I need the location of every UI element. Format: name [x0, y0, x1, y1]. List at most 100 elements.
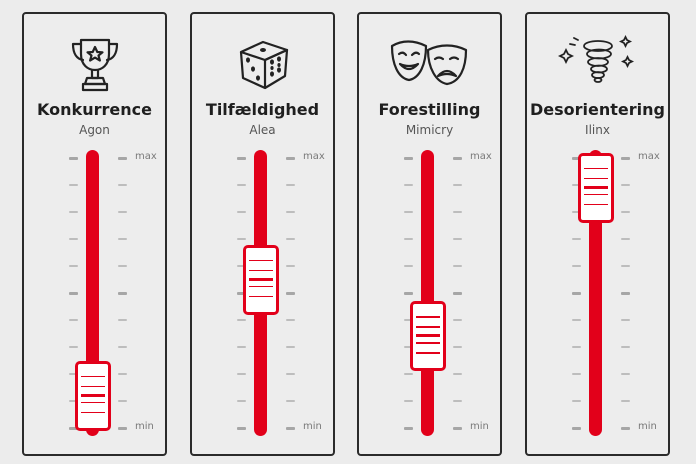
- handle-grip-line: [81, 393, 105, 397]
- scale-tick: [237, 400, 246, 402]
- scale-tick: [572, 427, 581, 430]
- scale-tick: [453, 400, 462, 402]
- scale-tick: [621, 184, 630, 186]
- slider-scale: max min: [527, 14, 668, 454]
- scale-tick: [69, 238, 78, 240]
- vertigo-spiral-icon: [527, 32, 668, 96]
- handle-grip-line: [584, 203, 608, 206]
- scale-tick: [118, 238, 127, 240]
- scale-tick: [286, 238, 295, 240]
- handle-grip-line: [584, 177, 608, 180]
- panel-ilinx: Desorientering Ilinx max min: [525, 12, 670, 456]
- scale-tick: [404, 400, 413, 402]
- scale-max-label: max: [303, 151, 325, 162]
- panel-subtitle: Ilinx: [585, 123, 610, 137]
- handle-grip-line: [249, 285, 273, 287]
- scale-tick: [118, 292, 127, 295]
- scale-tick: [69, 292, 78, 295]
- scale-tick: [404, 346, 413, 348]
- scale-tick: [286, 373, 295, 375]
- handle-grip-line: [416, 352, 440, 354]
- scale-tick: [572, 373, 581, 375]
- scale-tick: [453, 319, 462, 321]
- scale-tick: [621, 265, 630, 267]
- scale-tick: [572, 211, 581, 213]
- slider-handle[interactable]: [243, 244, 279, 315]
- scale-min-label: min: [303, 421, 322, 432]
- scale-tick: [286, 427, 295, 430]
- panel-subtitle: Agon: [79, 123, 110, 137]
- scale-tick: [621, 211, 630, 213]
- scale-tick: [69, 184, 78, 186]
- slider-track[interactable]: [421, 150, 434, 436]
- scale-tick: [286, 265, 295, 267]
- scale-tick: [286, 400, 295, 402]
- scale-tick: [572, 292, 581, 295]
- scale-tick: [237, 157, 246, 160]
- scale-tick: [404, 211, 413, 213]
- slider-handle[interactable]: [410, 301, 446, 372]
- scale-tick: [453, 373, 462, 375]
- scale-tick: [404, 427, 413, 430]
- slider-scale: max min: [359, 14, 500, 454]
- scale-tick: [118, 184, 127, 186]
- scale-tick: [286, 157, 295, 160]
- scale-tick: [237, 427, 246, 430]
- scale-tick: [118, 319, 127, 321]
- scale-tick: [453, 184, 462, 186]
- scale-tick: [572, 238, 581, 240]
- scale-tick: [69, 427, 78, 430]
- panel-subtitle: Alea: [249, 123, 276, 137]
- scale-tick: [237, 373, 246, 375]
- scale-tick: [572, 157, 581, 160]
- scale-tick: [404, 319, 413, 321]
- handle-grip-line: [249, 269, 273, 271]
- scale-tick: [69, 400, 78, 402]
- scale-tick: [572, 400, 581, 402]
- slider-scale: max min: [192, 14, 333, 454]
- handle-grip-line: [81, 385, 105, 388]
- scale-min-label: min: [135, 421, 154, 432]
- scale-tick: [118, 265, 127, 267]
- handle-grip-line: [81, 375, 105, 378]
- slider-handle[interactable]: [578, 152, 614, 223]
- scale-tick: [572, 346, 581, 348]
- slider-handle[interactable]: [75, 360, 111, 431]
- scale-min-label: min: [638, 421, 657, 432]
- handle-grip-line: [584, 185, 608, 189]
- handle-grip-line: [584, 193, 608, 196]
- scale-tick: [621, 238, 630, 240]
- panel-title: Konkurrence: [37, 100, 152, 119]
- scale-tick: [453, 346, 462, 348]
- scale-tick: [404, 238, 413, 240]
- panel-title: Desorientering: [530, 100, 665, 119]
- scale-tick: [69, 211, 78, 213]
- scale-tick: [237, 211, 246, 213]
- scale-tick: [404, 157, 413, 160]
- scale-tick: [237, 184, 246, 186]
- scale-max-label: max: [135, 151, 157, 162]
- dice-icon: [192, 32, 333, 96]
- scale-tick: [621, 427, 630, 430]
- scale-tick: [453, 211, 462, 213]
- scale-tick: [118, 427, 127, 430]
- slider-scale: max min: [24, 14, 165, 454]
- scale-tick: [453, 238, 462, 240]
- scale-tick: [237, 292, 246, 295]
- handle-grip-line: [81, 411, 105, 414]
- scale-tick: [237, 319, 246, 321]
- scale-tick: [118, 373, 127, 375]
- scale-tick: [453, 265, 462, 267]
- scale-tick: [118, 400, 127, 402]
- scale-tick: [621, 157, 630, 160]
- scale-tick: [286, 184, 295, 186]
- scale-tick: [286, 211, 295, 213]
- handle-grip-line: [249, 295, 273, 297]
- theater-masks-icon: [359, 32, 500, 96]
- handle-grip-line: [584, 167, 608, 170]
- panel-agon: Konkurrence Agon max min: [22, 12, 167, 456]
- scale-tick: [286, 319, 295, 321]
- scale-tick: [404, 265, 413, 267]
- scale-tick: [118, 346, 127, 348]
- scale-tick: [453, 157, 462, 160]
